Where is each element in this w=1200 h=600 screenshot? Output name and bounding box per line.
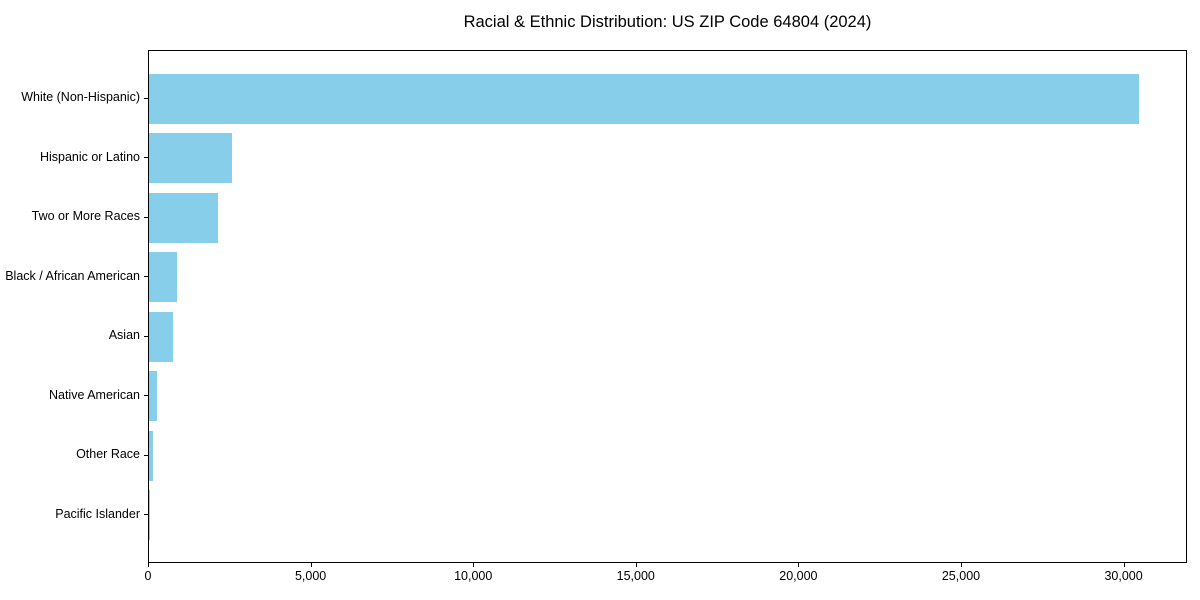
bar	[149, 252, 178, 302]
y-tick-mark	[144, 514, 148, 515]
y-tick-label: Black / African American	[5, 268, 140, 283]
y-tick-label: Two or More Races	[31, 209, 140, 223]
y-tick-mark	[144, 216, 148, 218]
y-tick-label: Asian	[108, 328, 140, 342]
y-tick-mark	[144, 395, 148, 396]
y-tick-label: Hispanic or Latino	[39, 149, 140, 164]
y-tick-mark	[144, 97, 148, 99]
x-tick-mark	[960, 563, 962, 567]
bar	[149, 133, 232, 183]
x-tick-label: 5,000	[294, 569, 327, 583]
y-tick-mark	[144, 157, 148, 158]
bar	[149, 430, 153, 481]
x-tick-label: 10,000	[454, 569, 493, 583]
y-tick-label: Other Race	[76, 447, 140, 461]
bar	[149, 192, 218, 243]
y-tick-mark	[144, 454, 148, 456]
chart-title: Racial & Ethnic Distribution: US ZIP Cod…	[463, 13, 872, 31]
x-tick-label: 30,000	[1104, 569, 1143, 583]
x-tick-mark	[1123, 563, 1125, 567]
x-tick-label: 25,000	[941, 569, 981, 583]
y-tick-label: Pacific Islander	[55, 506, 140, 521]
bar	[149, 311, 173, 362]
x-tick-label: 15,000	[616, 569, 655, 583]
y-tick-label: White (Non-Hispanic)	[21, 90, 140, 104]
x-tick-mark	[473, 563, 475, 567]
x-tick-label: 0	[144, 569, 152, 583]
x-tick-label: 20,000	[779, 569, 818, 583]
x-tick-mark	[310, 563, 312, 567]
plot-area	[148, 50, 1187, 563]
bar	[149, 73, 1139, 124]
y-tick-mark	[144, 335, 148, 337]
x-tick-mark	[635, 563, 637, 567]
x-tick-mark	[798, 563, 800, 567]
y-tick-mark	[144, 276, 148, 277]
bar	[149, 371, 158, 421]
x-tick-mark	[148, 563, 149, 567]
bar	[149, 490, 150, 540]
y-tick-label: Native American	[48, 387, 140, 402]
